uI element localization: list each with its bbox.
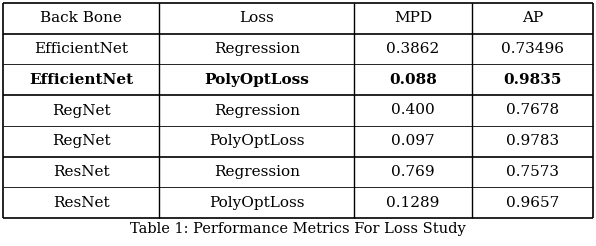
Text: RegNet: RegNet	[52, 104, 110, 118]
Text: 0.400: 0.400	[391, 104, 435, 118]
Text: EfficientNet: EfficientNet	[29, 73, 134, 87]
Text: 0.9657: 0.9657	[506, 196, 559, 210]
Text: Loss: Loss	[240, 11, 274, 25]
Text: 0.769: 0.769	[391, 165, 435, 179]
Text: PolyOptLoss: PolyOptLoss	[209, 134, 305, 148]
Text: Regression: Regression	[214, 42, 300, 56]
Text: Regression: Regression	[214, 104, 300, 118]
Text: 0.097: 0.097	[391, 134, 435, 148]
Text: PolyOptLoss: PolyOptLoss	[209, 196, 305, 210]
Text: Back Bone: Back Bone	[41, 11, 122, 25]
Text: Regression: Regression	[214, 165, 300, 179]
Text: PolyOptLoss: PolyOptLoss	[204, 73, 309, 87]
Text: ResNet: ResNet	[53, 196, 110, 210]
Text: 0.088: 0.088	[389, 73, 437, 87]
Text: 0.9783: 0.9783	[506, 134, 559, 148]
Text: 0.7573: 0.7573	[506, 165, 559, 179]
Text: AP: AP	[522, 11, 543, 25]
Text: 0.7678: 0.7678	[506, 104, 559, 118]
Text: 0.9835: 0.9835	[504, 73, 561, 87]
Text: 0.73496: 0.73496	[501, 42, 564, 56]
Text: Table 1: Performance Metrics For Loss Study: Table 1: Performance Metrics For Loss St…	[130, 222, 466, 236]
Text: RegNet: RegNet	[52, 134, 110, 148]
Text: ResNet: ResNet	[53, 165, 110, 179]
Text: MPD: MPD	[394, 11, 432, 25]
Text: EfficientNet: EfficientNet	[34, 42, 128, 56]
Text: 0.3862: 0.3862	[386, 42, 440, 56]
Text: 0.1289: 0.1289	[386, 196, 440, 210]
